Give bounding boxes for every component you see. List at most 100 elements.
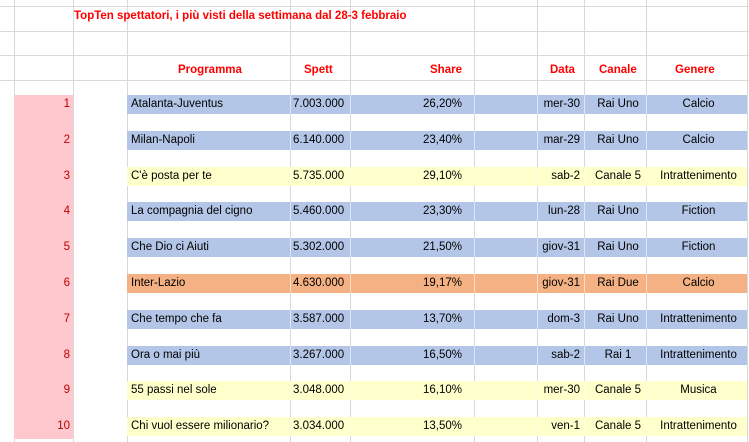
canale-cell[interactable]: Canale 5 <box>594 170 642 182</box>
programma-cell[interactable]: Atalanta-Juventus <box>131 98 224 110</box>
data-cell[interactable]: dom-3 <box>547 313 580 325</box>
rank-cell[interactable]: 2 <box>63 134 70 146</box>
table-row: 4 La compagnia del cigno 5.460.000 23,30% lu… <box>0 202 749 221</box>
grid-row-line <box>0 6 749 7</box>
table-row: 9 55 passi nel sole 3.048.000 16,10% mer-30 C… <box>0 381 749 400</box>
header-genere[interactable]: Genere <box>675 64 715 76</box>
data-cell[interactable]: mar-29 <box>543 134 580 146</box>
spett-cell[interactable]: 5.302.000 <box>293 241 345 253</box>
rank-cell[interactable]: 6 <box>63 277 70 289</box>
genere-cell[interactable]: Intrattenimento <box>660 349 737 361</box>
grid-row-line <box>0 80 749 81</box>
spett-cell[interactable]: 6.140.000 <box>293 134 345 146</box>
cell-separator <box>474 131 475 150</box>
cell-separator <box>646 167 647 186</box>
row-highlight <box>127 202 747 221</box>
cell-separator <box>474 274 475 293</box>
rank-cell[interactable]: 8 <box>63 349 70 361</box>
share-cell[interactable]: 21,50% <box>422 241 462 253</box>
cell-separator <box>290 381 291 400</box>
rank-cell[interactable]: 9 <box>63 384 70 396</box>
genere-cell[interactable]: Intrattenimento <box>660 420 737 432</box>
programma-cell[interactable]: Che Dio ci Aiuti <box>131 241 209 253</box>
share-cell[interactable]: 19,17% <box>422 277 462 289</box>
share-cell[interactable]: 16,10% <box>422 384 462 396</box>
canale-cell[interactable]: Rai Uno <box>597 98 639 110</box>
programma-cell[interactable]: C'è posta per te <box>131 170 212 182</box>
share-cell[interactable]: 23,40% <box>422 134 462 146</box>
genere-cell[interactable]: Calcio <box>682 134 715 146</box>
spett-cell[interactable]: 4.630.000 <box>293 277 345 289</box>
rank-cell[interactable]: 5 <box>63 241 70 253</box>
spett-cell[interactable]: 3.048.000 <box>293 384 345 396</box>
share-cell[interactable]: 16,50% <box>422 349 462 361</box>
canale-cell[interactable]: Canale 5 <box>594 420 642 432</box>
spett-cell[interactable]: 5.460.000 <box>293 205 345 217</box>
programma-cell[interactable]: Che tempo che fa <box>131 313 222 325</box>
grid-col-line <box>584 0 585 442</box>
canale-cell[interactable]: Rai Uno <box>597 313 639 325</box>
share-cell[interactable]: 29,10% <box>422 170 462 182</box>
data-cell[interactable]: giov-31 <box>542 277 580 289</box>
sheet-title[interactable]: TopTen spettatori, i più visti della set… <box>74 10 407 22</box>
data-cell[interactable]: sab-2 <box>551 349 580 361</box>
spett-cell[interactable]: 3.587.000 <box>293 313 345 325</box>
cell-separator <box>537 95 538 114</box>
genere-cell[interactable]: Musica <box>680 384 717 396</box>
header-data[interactable]: Data <box>550 64 575 76</box>
header-spett[interactable]: Spett <box>304 64 333 76</box>
cell-separator <box>474 417 475 436</box>
programma-cell[interactable]: Milan-Napoli <box>131 134 195 146</box>
programma-cell[interactable]: 55 passi nel sole <box>131 384 217 396</box>
canale-cell[interactable]: Rai Due <box>597 277 639 289</box>
cell-separator <box>646 417 647 436</box>
share-cell[interactable]: 13,50% <box>422 420 462 432</box>
canale-cell[interactable]: Rai Uno <box>597 134 639 146</box>
grid-col-line <box>127 0 128 442</box>
data-cell[interactable]: giov-31 <box>542 241 580 253</box>
rank-cell[interactable]: 3 <box>63 170 70 182</box>
share-cell[interactable]: 13,70% <box>422 313 462 325</box>
genere-cell[interactable]: Calcio <box>682 277 715 289</box>
row-highlight <box>127 131 747 150</box>
canale-cell[interactable]: Canale 5 <box>594 384 642 396</box>
header-share[interactable]: Share <box>430 64 462 76</box>
row-highlight <box>127 167 747 186</box>
share-cell[interactable]: 26,20% <box>422 98 462 110</box>
genere-cell[interactable]: Intrattenimento <box>660 313 737 325</box>
rank-cell[interactable]: 4 <box>63 205 70 217</box>
cell-separator <box>646 310 647 329</box>
rank-cell[interactable]: 7 <box>63 313 70 325</box>
programma-cell[interactable]: Inter-Lazio <box>131 277 186 289</box>
data-cell[interactable]: sab-2 <box>551 170 580 182</box>
genere-cell[interactable]: Fiction <box>681 241 716 253</box>
data-cell[interactable]: mer-30 <box>543 98 580 110</box>
cell-separator <box>646 238 647 257</box>
cell-separator <box>290 417 291 436</box>
header-programma[interactable]: Programma <box>178 64 242 76</box>
data-cell[interactable]: mer-30 <box>543 384 580 396</box>
programma-cell[interactable]: La compagnia del cigno <box>131 205 253 217</box>
genere-cell[interactable]: Calcio <box>682 98 715 110</box>
rank-cell[interactable]: 1 <box>63 98 70 110</box>
spett-cell[interactable]: 3.034.000 <box>293 420 345 432</box>
programma-cell[interactable]: Chi vuol essere milionario? <box>131 420 270 432</box>
share-cell[interactable]: 23,30% <box>422 205 462 217</box>
canale-cell[interactable]: Rai 1 <box>604 349 632 361</box>
genere-cell[interactable]: Intrattenimento <box>660 170 737 182</box>
cell-separator <box>537 274 538 293</box>
spett-cell[interactable]: 7.003.000 <box>293 98 345 110</box>
spett-cell[interactable]: 3.267.000 <box>293 349 345 361</box>
cell-separator <box>474 167 475 186</box>
genere-cell[interactable]: Fiction <box>681 205 716 217</box>
data-cell[interactable]: lun-28 <box>548 205 580 217</box>
rank-cell[interactable]: 10 <box>57 420 70 432</box>
spett-cell[interactable]: 5.735.000 <box>293 170 345 182</box>
canale-cell[interactable]: Rai Uno <box>597 241 639 253</box>
rank-column-fill <box>14 95 73 439</box>
canale-cell[interactable]: Rai Uno <box>597 205 639 217</box>
cell-separator <box>350 310 351 329</box>
data-cell[interactable]: ven-1 <box>551 420 580 432</box>
header-canale[interactable]: Canale <box>599 64 637 76</box>
programma-cell[interactable]: Ora o mai più <box>131 349 201 361</box>
